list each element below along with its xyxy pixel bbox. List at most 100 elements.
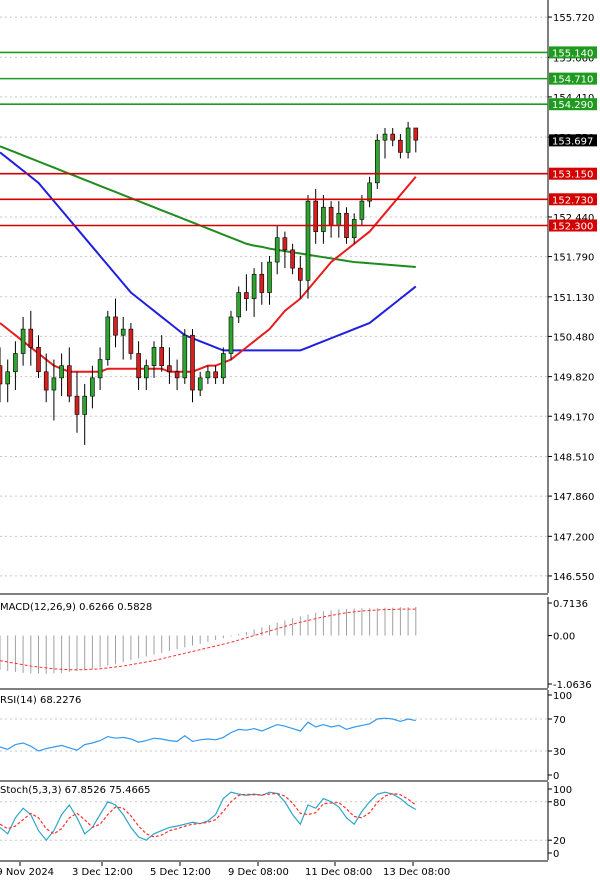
support-level-tag bbox=[549, 167, 597, 180]
bull-candle bbox=[221, 353, 226, 379]
support-level-tag bbox=[549, 193, 597, 206]
bear-candle bbox=[297, 267, 303, 281]
stoch-tick-label: 80 bbox=[553, 798, 566, 809]
support-level-label: 152.730 bbox=[552, 195, 593, 206]
bull-candle bbox=[20, 328, 26, 354]
bull-candle bbox=[251, 273, 257, 299]
bull-candle bbox=[59, 365, 64, 379]
macd-signal-line bbox=[0, 608, 416, 671]
resistance-level-label: 154.710 bbox=[552, 75, 593, 86]
bear-candle bbox=[36, 347, 41, 373]
resistance-level-tag bbox=[549, 72, 597, 85]
bear-candle bbox=[43, 371, 49, 391]
bear-candle bbox=[67, 365, 72, 397]
bear-candle bbox=[128, 328, 134, 354]
resistance-level-tag bbox=[549, 46, 597, 59]
stoch-tick-label: 20 bbox=[553, 836, 566, 847]
current-price-tag bbox=[549, 134, 597, 147]
bull-candle bbox=[5, 371, 10, 385]
bull-candle bbox=[267, 261, 272, 293]
resistance-level-label: 154.290 bbox=[552, 100, 593, 111]
support-level-label: 152.300 bbox=[552, 221, 593, 232]
bull-candle bbox=[13, 353, 18, 373]
stoch-title: Stoch(5,3,3) 67.8526 75.4665 bbox=[0, 785, 151, 796]
bull-candle bbox=[351, 219, 357, 238]
bear-candle bbox=[244, 292, 249, 299]
macd-tick-label: -1.0636 bbox=[553, 680, 592, 691]
bear-candle bbox=[313, 200, 319, 232]
price-tick-label: 146.550 bbox=[553, 572, 594, 583]
price-tick-label: 151.130 bbox=[553, 293, 594, 304]
bull-candle bbox=[228, 316, 234, 354]
bull-candle bbox=[51, 377, 57, 391]
macd-tick-label: 0.7136 bbox=[553, 599, 588, 610]
bull-candle bbox=[151, 347, 157, 366]
bear-candle bbox=[413, 127, 419, 141]
rsi-tick-label: 0 bbox=[553, 771, 559, 782]
bull-candle bbox=[144, 365, 149, 379]
rsi-tick-label: 70 bbox=[553, 715, 566, 726]
price-tick-label: 149.170 bbox=[553, 412, 594, 423]
stoch-tick-label: 100 bbox=[553, 785, 572, 796]
bull-candle bbox=[405, 127, 411, 153]
x-tick-label: 11 Dec 08:00 bbox=[305, 867, 372, 878]
price-tick-label: 155.060 bbox=[553, 53, 594, 64]
x-tick-label: 29 Nov 2024 bbox=[0, 867, 54, 878]
bear-candle bbox=[213, 371, 218, 379]
bull-candle bbox=[367, 182, 372, 202]
x-tick-label: 13 Dec 08:00 bbox=[383, 867, 450, 878]
price-tick-label: 149.820 bbox=[553, 373, 594, 384]
bull-candle bbox=[197, 377, 203, 391]
support-level-tag bbox=[549, 219, 597, 232]
bear-candle bbox=[74, 395, 80, 415]
bull-candle bbox=[374, 139, 380, 184]
bull-candle bbox=[359, 200, 365, 220]
x-tick-label: 3 Dec 12:00 bbox=[72, 867, 133, 878]
rsi-tick-label: 100 bbox=[553, 691, 572, 702]
bear-candle bbox=[174, 371, 180, 379]
bull-candle bbox=[205, 371, 211, 379]
bear-candle bbox=[113, 316, 118, 336]
bull-candle bbox=[120, 328, 126, 336]
bear-candle bbox=[136, 353, 141, 379]
support-level-label: 153.150 bbox=[552, 170, 593, 181]
bear-candle bbox=[282, 237, 288, 251]
price-tick-label: 152.440 bbox=[553, 213, 594, 224]
bull-candle bbox=[305, 200, 311, 281]
price-tick-label: 155.720 bbox=[553, 13, 594, 24]
macd-tick-label: 0.00 bbox=[553, 632, 575, 643]
bull-candle bbox=[105, 316, 111, 360]
bear-candle bbox=[159, 347, 164, 366]
price-tick-label: 147.200 bbox=[553, 532, 594, 543]
bull-candle bbox=[274, 237, 280, 263]
rsi-title: RSI(14) 68.2276 bbox=[0, 695, 81, 706]
price-tick-label: 148.510 bbox=[553, 452, 594, 463]
price-tick-label: 150.480 bbox=[553, 332, 594, 343]
stoch-k-line bbox=[0, 791, 417, 842]
stoch-tick-label: 0 bbox=[553, 849, 559, 860]
bear-candle bbox=[28, 328, 34, 348]
current-price-label: 153.697 bbox=[552, 136, 593, 147]
bull-candle bbox=[382, 133, 388, 141]
bull-candle bbox=[90, 377, 95, 397]
price-tick-label: 147.860 bbox=[553, 492, 594, 503]
rsi-tick-label: 30 bbox=[553, 747, 566, 758]
bear-candle bbox=[0, 365, 3, 385]
bear-candle bbox=[259, 273, 265, 293]
bull-candle bbox=[82, 395, 87, 415]
bull-candle bbox=[97, 359, 103, 379]
rsi-line bbox=[0, 717, 416, 752]
bear-candle bbox=[390, 133, 396, 141]
stoch-d-line bbox=[0, 792, 417, 838]
bull-candle bbox=[336, 213, 342, 226]
bear-candle bbox=[290, 249, 295, 269]
x-tick-label: 5 Dec 12:00 bbox=[150, 867, 211, 878]
price-tick-label: 151.790 bbox=[553, 253, 594, 264]
bear-candle bbox=[190, 334, 195, 391]
bull-candle bbox=[182, 334, 188, 379]
bear-candle bbox=[328, 206, 334, 226]
bear-candle bbox=[398, 139, 403, 153]
